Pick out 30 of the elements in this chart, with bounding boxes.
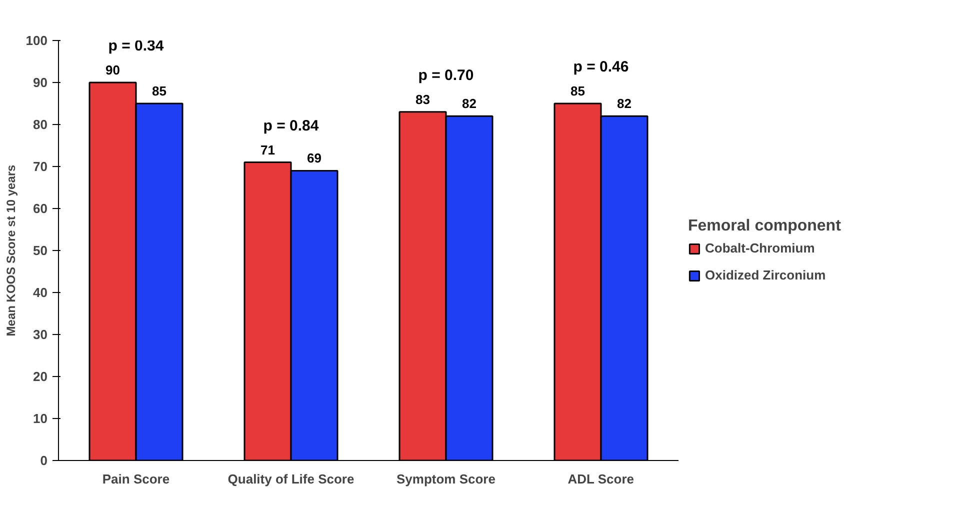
data-label: 69 [307,150,322,166]
y-tick-label: 90 [33,75,48,90]
legend-label: Cobalt-Chromium [705,240,815,256]
data-label: 71 [260,142,275,158]
legend-label: Oxidized Zirconium [705,268,826,282]
data-label: 85 [152,84,166,98]
x-tick-label: Symptom Score [396,472,496,486]
y-tick-label: 100 [26,33,48,48]
x-tick-label: ADL Score [568,472,634,486]
annotation: p = 0.84 [263,117,320,134]
data-label: 82 [462,96,476,112]
y-tick-label: 60 [33,201,48,216]
y-tick-label: 40 [33,285,48,300]
y-tick-label: 30 [33,327,48,342]
annotation: p = 0.46 [573,58,629,76]
data-label: 83 [416,92,430,107]
data-label: 90 [106,62,120,78]
y-tick-label: 70 [33,159,48,174]
y-axis-title: Mean KOOS Score st 10 years [4,164,18,336]
y-tick-label: 80 [33,117,48,132]
annotation: p = 0.70 [418,66,474,84]
y-tick-label: 0 [40,453,48,468]
legend-title: Femoral component [688,218,841,236]
y-tick-label: 10 [33,411,48,426]
data-label: 85 [570,84,585,98]
x-tick-label: Pain Score [102,472,170,486]
data-label: 82 [617,96,632,112]
y-tick-label: 50 [33,243,48,258]
y-tick-label: 20 [33,369,48,384]
x-tick-label: Quality of Life Score [228,472,354,486]
